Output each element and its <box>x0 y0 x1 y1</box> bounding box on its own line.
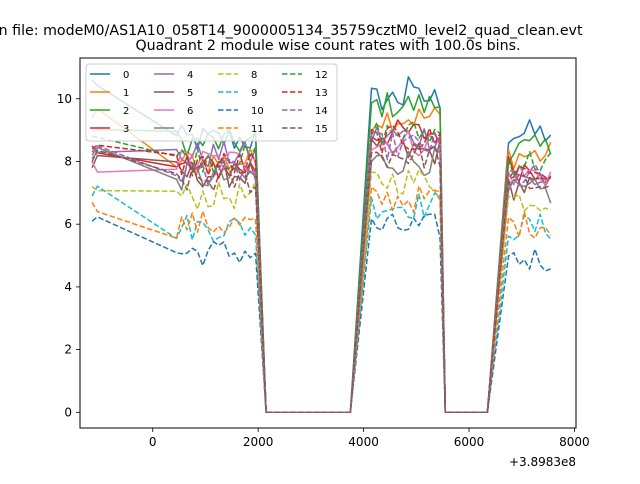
y-axis: 0 2 4 6 8 10 <box>57 92 80 419</box>
legend-label-14: 14 <box>315 106 328 117</box>
legend-label-11: 11 <box>251 124 264 135</box>
series-line-15 <box>91 142 551 414</box>
legend-label-7: 7 <box>187 124 193 135</box>
x-tick-label: 8000 <box>559 435 590 449</box>
plot-frame <box>79 57 577 429</box>
series-line-11 <box>91 185 552 414</box>
legend-label-3: 3 <box>123 124 129 135</box>
legend-label-10: 10 <box>251 106 264 117</box>
series-line-12 <box>91 120 552 414</box>
legend-label-5: 5 <box>187 88 193 99</box>
series-line-7 <box>91 146 552 414</box>
y-tick-label: 10 <box>57 92 72 106</box>
x-tick-label: 0 <box>149 435 157 449</box>
series-line-14 <box>91 131 551 414</box>
y-tick-label: 4 <box>64 280 72 294</box>
legend-label-2: 2 <box>123 106 129 117</box>
x-axis: 0 2000 4000 6000 8000 <box>149 428 590 449</box>
x-tick-label: 2000 <box>243 435 274 449</box>
legend-label-4: 4 <box>187 70 193 81</box>
legend-label-13: 13 <box>315 88 328 99</box>
legend-label-6: 6 <box>187 106 193 117</box>
y-tick-label: 0 <box>64 405 72 419</box>
y-tick-label: 6 <box>64 217 72 231</box>
chart-title: Quadrant 2 module wise count rates with … <box>135 38 520 54</box>
legend-label-15: 15 <box>315 124 328 135</box>
series-line-9 <box>91 185 552 414</box>
x-tick-label: 4000 <box>348 435 379 449</box>
legend-box <box>85 63 338 142</box>
chart-suptitle: on file: modeM0/AS1A10_058T14_9000005134… <box>0 23 583 39</box>
legend-label-0: 0 <box>123 70 129 81</box>
series-line-8 <box>91 169 551 414</box>
series-line-10 <box>91 213 551 414</box>
series-line-6 <box>91 130 552 414</box>
legend-label-12: 12 <box>315 70 328 81</box>
x-tick-label: 6000 <box>454 435 485 449</box>
x-offset-text: +3.8983e8 <box>509 455 576 469</box>
y-tick-label: 2 <box>64 343 72 357</box>
y-tick-label: 8 <box>64 154 72 168</box>
legend-label-1: 1 <box>123 88 129 99</box>
legend-label-8: 8 <box>251 70 257 81</box>
legend-label-9: 9 <box>251 88 257 99</box>
